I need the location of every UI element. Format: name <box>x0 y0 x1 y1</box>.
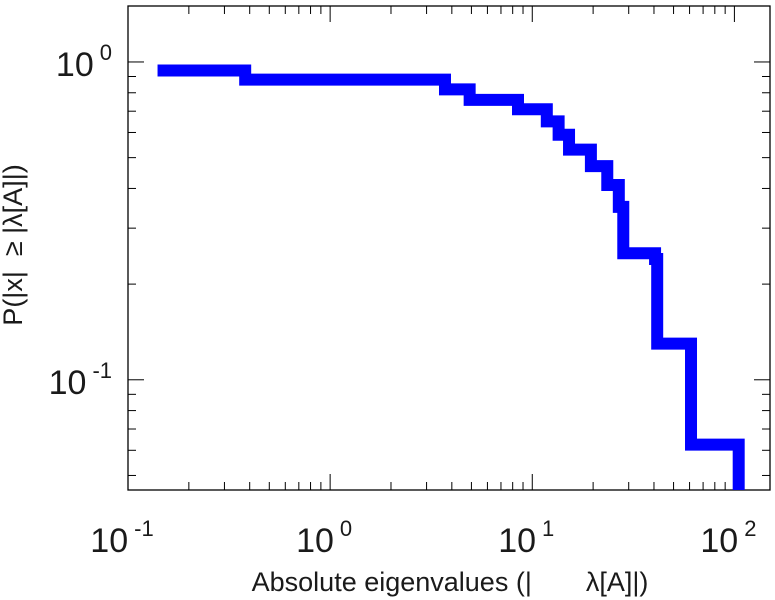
x-axis-ticks <box>127 6 735 490</box>
series-0-step-line <box>157 64 745 490</box>
y-axis-label: P(|x| ≥ |λ[A]|) <box>0 164 28 325</box>
x-tick-label: 10 0 <box>296 516 352 560</box>
x-tick-label: 10 2 <box>700 516 756 560</box>
y-tick-label: 10 -1 <box>49 358 112 402</box>
y-tick-label: 10 0 <box>56 40 112 84</box>
x-axis-label: Absolute eigenvalues (| λ[A]|) <box>252 567 649 597</box>
x-tick-label: 10 -1 <box>90 516 153 560</box>
series-layer <box>157 64 745 490</box>
plot-frame <box>127 5 771 491</box>
y-axis-ticks <box>128 61 770 476</box>
x-axis-tick-labels: 10 -1 10 0 10 1 10 2 <box>90 516 756 560</box>
plot-border <box>127 5 771 491</box>
x-tick-label: 10 1 <box>498 516 554 560</box>
